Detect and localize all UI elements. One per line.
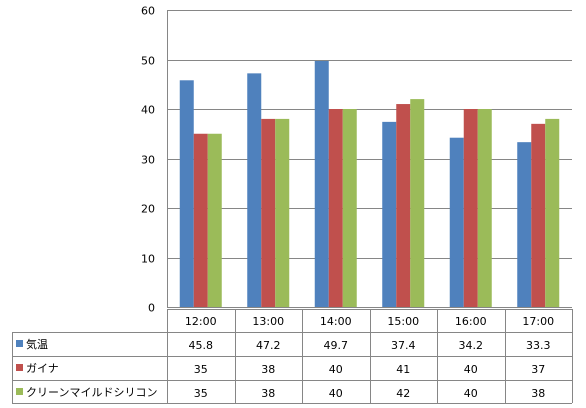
bar-3-1400 — [342, 109, 357, 307]
data-table: 12:00 13:00 14:00 15:00 16:00 17:00 気温 45.8 47.2… — [12, 309, 573, 404]
series-name: 気温 — [26, 337, 48, 351]
gridlines — [167, 10, 572, 308]
data-label: 41 — [396, 363, 410, 376]
bar-1-1200 — [179, 80, 194, 307]
y-tick-label: 20 — [141, 203, 155, 216]
bar-2-1500 — [396, 104, 411, 307]
data-label: 37.4 — [391, 339, 416, 352]
series-name: ガイナ — [26, 362, 59, 375]
bar-3-1200 — [207, 133, 222, 307]
data-label: 45.8 — [189, 339, 214, 352]
data-label: 34.2 — [459, 339, 484, 352]
y-tick-label: 30 — [141, 154, 155, 167]
legend-key — [16, 364, 23, 371]
bar-1-1300 — [247, 73, 262, 307]
bar-3-1600 — [477, 109, 492, 307]
y-tick-label: 40 — [141, 104, 155, 117]
data-label: 40 — [329, 387, 343, 400]
bar-1-1600 — [449, 137, 464, 307]
category-label: 13:00 — [252, 315, 284, 328]
bar-2-1600 — [463, 109, 478, 307]
bar-3-1700 — [545, 118, 560, 308]
data-label: 37 — [531, 363, 545, 376]
category-label: 14:00 — [320, 315, 352, 328]
data-label: 47.2 — [256, 339, 281, 352]
data-label: 38 — [261, 387, 275, 400]
y-tick-label: 60 — [141, 5, 155, 18]
data-label: 49.7 — [324, 339, 349, 352]
category-label: 15:00 — [387, 315, 419, 328]
data-label: 42 — [396, 387, 410, 400]
category-label: 12:00 — [185, 315, 217, 328]
bar-3-1500 — [410, 99, 425, 307]
y-tick-label: 50 — [141, 55, 155, 68]
data-label: 38 — [261, 363, 275, 376]
y-tick-label: 10 — [141, 253, 155, 266]
bar-1-1700 — [517, 142, 532, 307]
bar-3-1300 — [275, 118, 290, 308]
bar-2-1400 — [328, 109, 343, 307]
bar-1-1400 — [314, 60, 329, 307]
bar-2-1700 — [531, 123, 546, 307]
data-label: 33.3 — [526, 339, 551, 352]
bar-2-1300 — [261, 118, 276, 308]
legend-key — [16, 340, 23, 347]
data-label: 40 — [329, 363, 343, 376]
data-label: 35 — [194, 387, 208, 400]
bar-1-1500 — [382, 121, 397, 308]
data-label: 38 — [531, 387, 545, 400]
data-label: 40 — [464, 387, 478, 400]
bars — [179, 60, 560, 308]
series-name: クリーンマイルドシリコン — [26, 386, 157, 399]
legend-key — [16, 388, 23, 395]
category-label: 17:00 — [522, 315, 554, 328]
y-tick-label: 0 — [148, 302, 155, 315]
category-label: 16:00 — [455, 315, 487, 328]
bar-2-1200 — [193, 133, 208, 307]
data-label: 40 — [464, 363, 478, 376]
y-axis-ticks: 0 10 20 30 40 50 60 — [141, 5, 155, 315]
data-label: 35 — [194, 363, 208, 376]
